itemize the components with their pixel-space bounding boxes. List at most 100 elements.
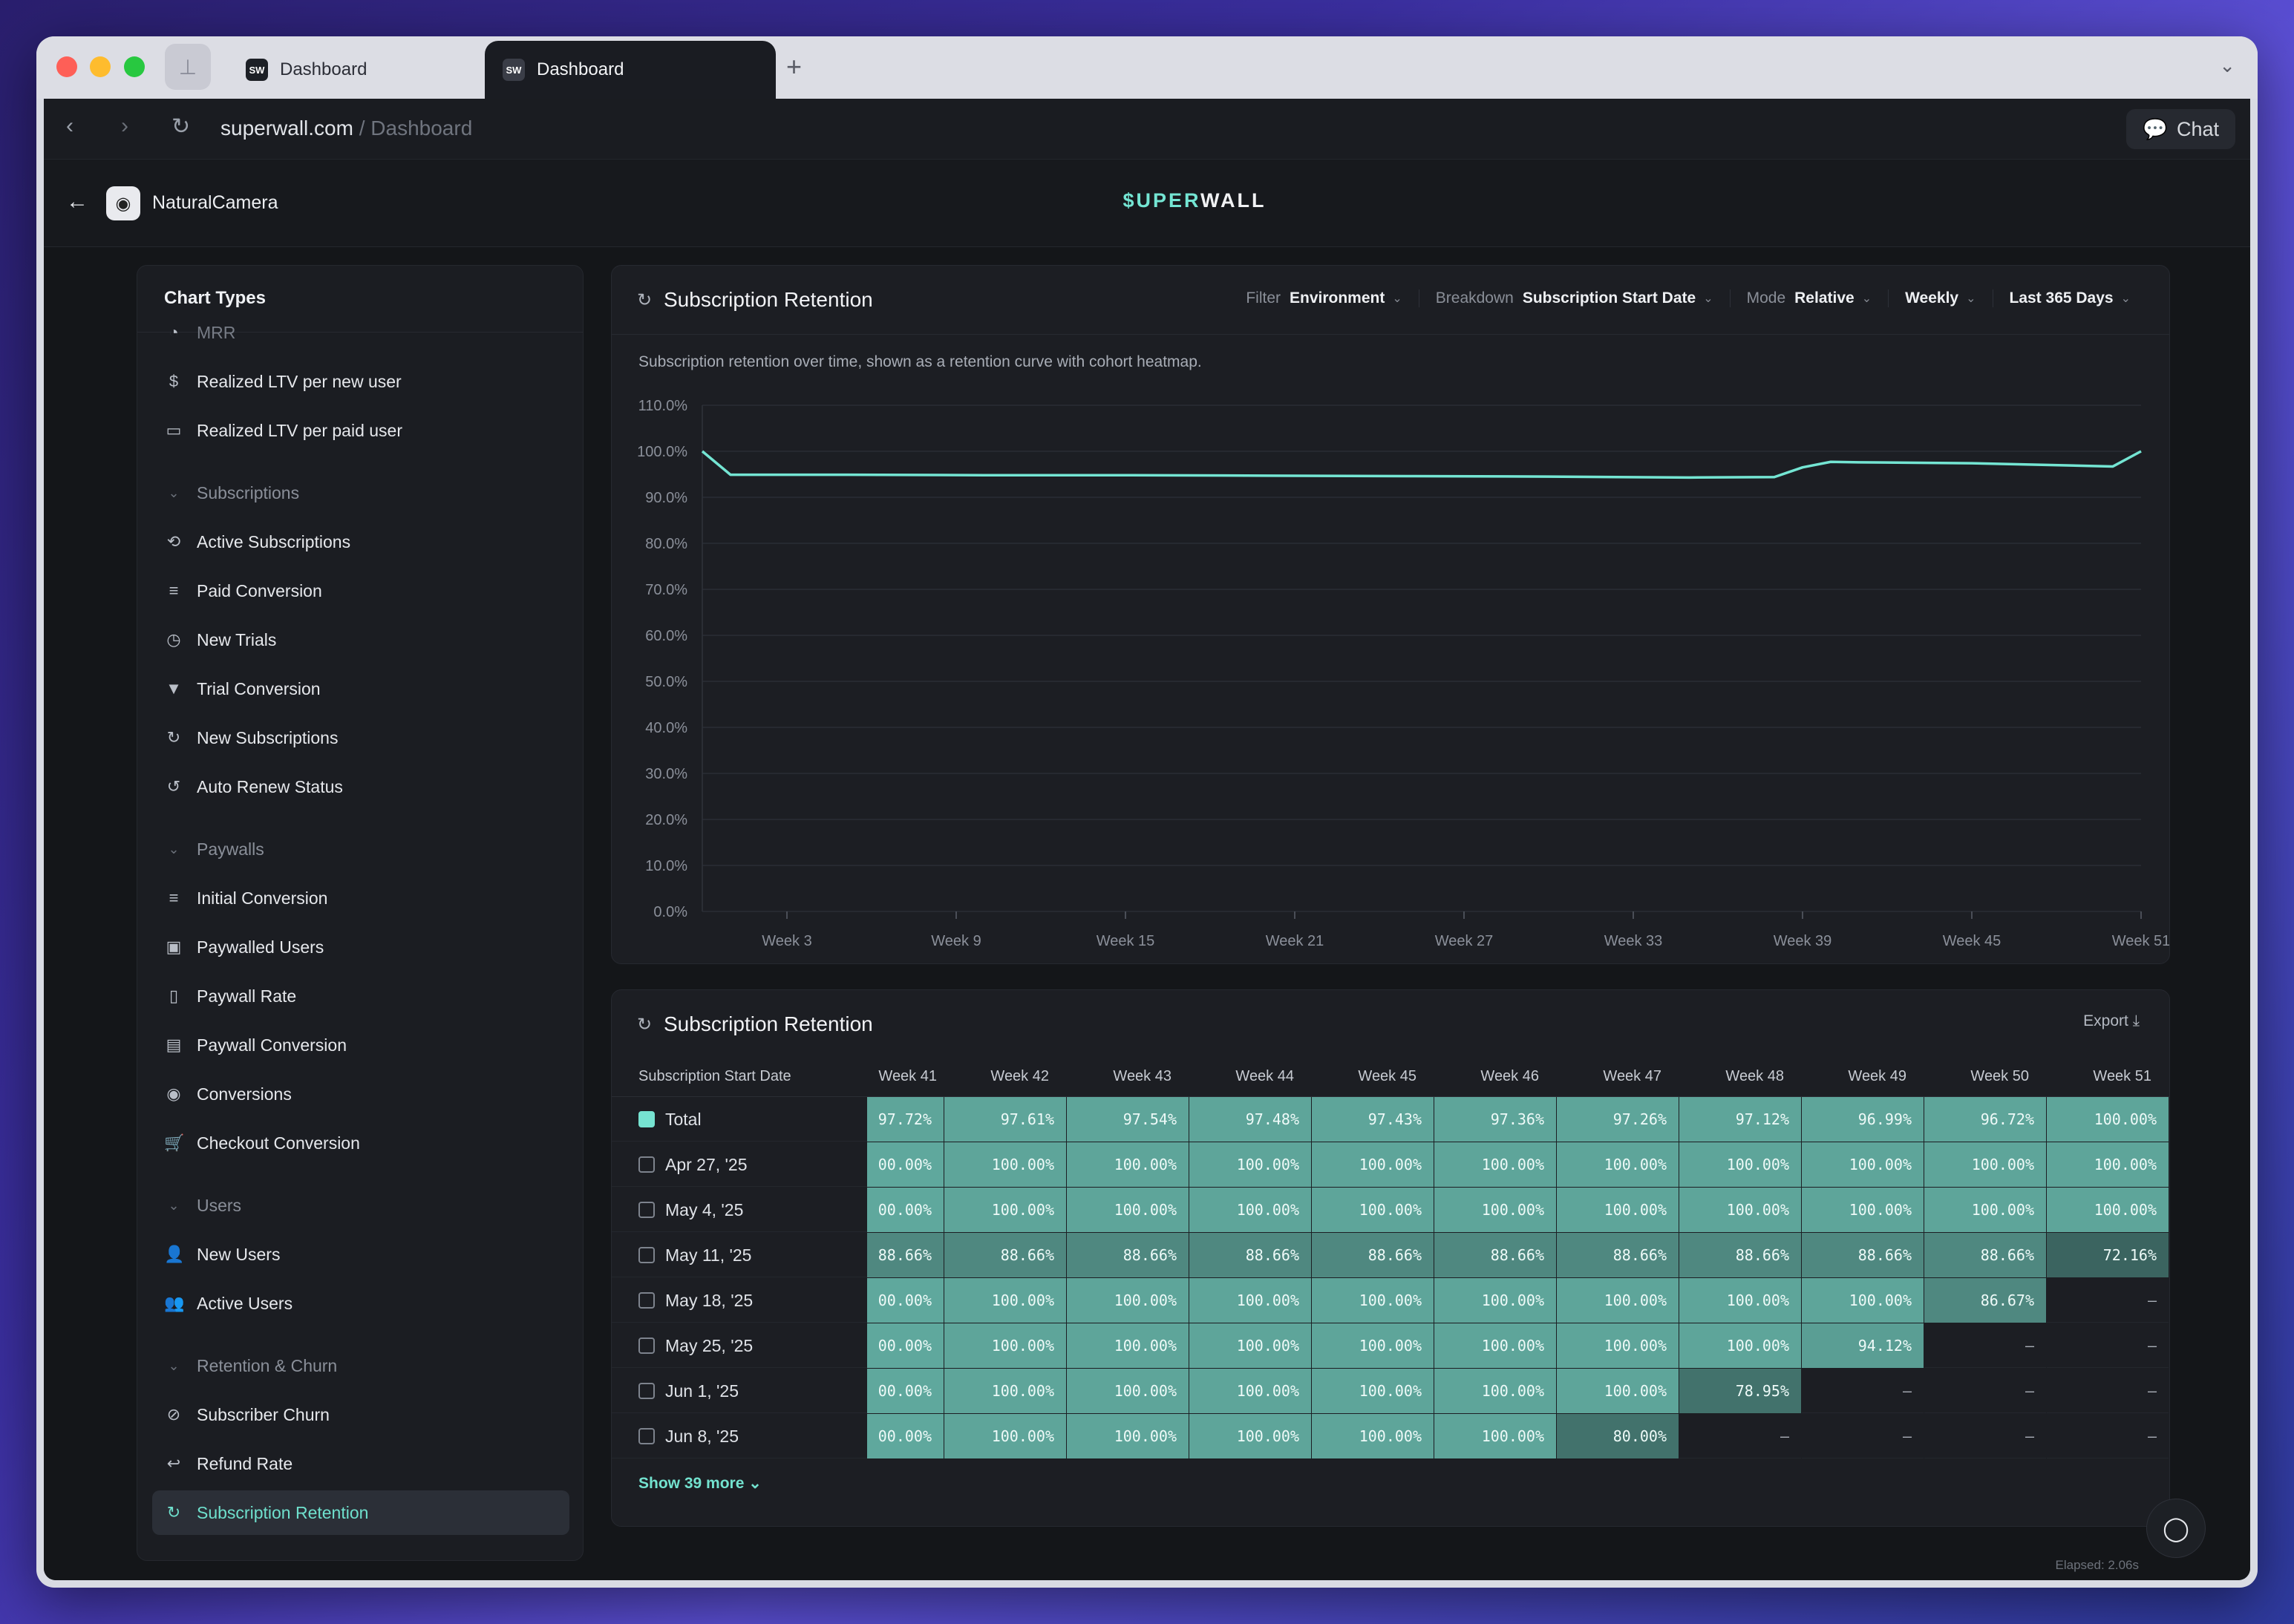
browser-tab[interactable]: SW Dashboard	[228, 41, 517, 99]
cohort-label[interactable]: May 11, '25	[638, 1233, 751, 1277]
column-header[interactable]: Week 43	[1113, 1067, 1171, 1084]
heatmap-cell: 97.54%	[1067, 1097, 1189, 1142]
url-field[interactable]: superwall.com / Dashboard	[220, 117, 472, 140]
column-header[interactable]: Week 45	[1358, 1067, 1416, 1084]
sidebar-item-active-users[interactable]: 👥 Active Users	[152, 1281, 569, 1326]
chat-label: Chat	[2176, 117, 2219, 140]
sidebar-item-mrr[interactable]: ◔ MRR	[152, 310, 569, 355]
filter-dropdown[interactable]: Filter Environment ⌄	[1229, 289, 1418, 307]
sidebar-item-label: Retention & Churn	[197, 1355, 338, 1375]
cohort-label[interactable]: Total	[638, 1097, 702, 1142]
row-checkbox[interactable]	[638, 1247, 655, 1263]
column-header[interactable]: Week 41	[878, 1067, 937, 1084]
x-tick-label: Week 21	[1266, 933, 1324, 949]
column-header[interactable]: Week 46	[1480, 1067, 1539, 1084]
sidebar-item-paywalled-users[interactable]: ▣ Paywalled Users	[152, 925, 569, 969]
browser-tab-active[interactable]: SW Dashboard	[485, 41, 776, 99]
heatmap-cell: 88.66%	[1802, 1233, 1924, 1277]
column-header[interactable]: Week 47	[1603, 1067, 1661, 1084]
row-checkbox[interactable]	[638, 1111, 655, 1127]
download-icon: ⤓	[2132, 1012, 2140, 1029]
sidebar-item-label: Active Subscriptions	[197, 531, 351, 551]
sidebar-item-new-trials[interactable]: ◷ New Trials	[152, 618, 569, 662]
column-header[interactable]: Week 50	[1970, 1067, 2029, 1084]
sidebar-item-realized-ltv-per-paid-user[interactable]: ▭ Realized LTV per paid user	[152, 408, 569, 453]
timer-icon: ◷	[166, 630, 181, 649]
chevron-down-icon: ⌄	[168, 1358, 180, 1373]
mode-dropdown[interactable]: Mode Relative ⌄	[1729, 289, 1888, 307]
cohort-label[interactable]: Apr 27, '25	[638, 1142, 748, 1187]
sidebar-item-refund-rate[interactable]: ↩ Refund Rate	[152, 1441, 569, 1486]
column-header[interactable]: Week 48	[1725, 1067, 1784, 1084]
forward-icon[interactable]: ›	[121, 114, 128, 138]
date-range-dropdown[interactable]: Last 365 Days ⌄	[1992, 289, 2148, 307]
minimize-window-button[interactable]	[90, 56, 111, 77]
heatmap-cell: 100.00%	[2047, 1097, 2169, 1142]
sidebar-item-paywall-rate[interactable]: ▯ Paywall Rate	[152, 974, 569, 1018]
heatmap-cell: 88.66%	[1189, 1233, 1312, 1277]
cohort-label[interactable]: Jun 8, '25	[638, 1414, 739, 1458]
sidebar-item-active-subscriptions[interactable]: ⟲ Active Subscriptions	[152, 520, 569, 564]
column-header[interactable]: Week 42	[990, 1067, 1049, 1084]
column-header[interactable]: Week 51	[2093, 1067, 2151, 1084]
interval-dropdown[interactable]: Weekly ⌄	[1888, 289, 1992, 307]
cohort-label-text: May 25, '25	[665, 1335, 754, 1355]
cohort-label[interactable]: May 4, '25	[638, 1188, 743, 1232]
show-more-button[interactable]: Show 39 more ⌄	[638, 1474, 762, 1493]
heatmap-cell: 100.00%	[1067, 1369, 1189, 1413]
sidebar-group-paywalls[interactable]: ⌄ Paywalls	[152, 827, 569, 871]
sidebar-item-subscription-retention[interactable]: ↻ Subscription Retention	[152, 1490, 569, 1535]
cohort-label[interactable]: May 18, '25	[638, 1278, 753, 1323]
heatmap-cell: 96.72%	[1924, 1097, 2047, 1142]
sidebar-item-initial-conversion[interactable]: ≡ Initial Conversion	[152, 876, 569, 920]
column-header[interactable]: Week 44	[1235, 1067, 1294, 1084]
sidebar-item-paid-conversion[interactable]: ≡ Paid Conversion	[152, 569, 569, 613]
sidebar-item-realized-ltv-per-new-user[interactable]: $ Realized LTV per new user	[152, 359, 569, 404]
row-checkbox[interactable]	[638, 1156, 655, 1173]
cohort-label[interactable]: Jun 1, '25	[638, 1369, 739, 1413]
column-header[interactable]: Subscription Start Date	[638, 1067, 791, 1084]
heatmap-cell: 78.95%	[1679, 1369, 1802, 1413]
breakdown-value: Subscription Start Date	[1522, 289, 1696, 307]
heatmap-cell: 97.61%	[944, 1097, 1067, 1142]
sidebar-item-new-users[interactable]: 👤 New Users	[152, 1232, 569, 1277]
cohort-label[interactable]: May 25, '25	[638, 1323, 753, 1368]
reload-icon[interactable]: ↻	[171, 114, 191, 139]
row-checkbox[interactable]	[638, 1292, 655, 1309]
x-tick-label: Week 9	[931, 933, 981, 949]
pin-icon[interactable]: ⊥	[165, 44, 211, 90]
sidebar-item-subscriber-churn[interactable]: ⊘ Subscriber Churn	[152, 1392, 569, 1437]
row-checkbox[interactable]	[638, 1428, 655, 1444]
sidebar-item-conversions[interactable]: ◉ Conversions	[152, 1072, 569, 1116]
chat-button[interactable]: 💬 Chat	[2126, 109, 2235, 149]
sidebar-item-trial-conversion[interactable]: ▼ Trial Conversion	[152, 667, 569, 711]
sidebar-group-retention-churn[interactable]: ⌄ Retention & Churn	[152, 1343, 569, 1388]
chevron-down-icon: ⌄	[748, 1475, 762, 1492]
chevron-down-icon: ⌄	[168, 485, 180, 500]
sidebar-group-subscriptions[interactable]: ⌄ Subscriptions	[152, 471, 569, 515]
sidebar-item-new-subscriptions[interactable]: ↻ New Subscriptions	[152, 716, 569, 760]
chevron-down-icon[interactable]: ⌄	[2219, 54, 2235, 76]
row-checkbox[interactable]	[638, 1383, 655, 1399]
maximize-window-button[interactable]	[124, 56, 145, 77]
export-button[interactable]: Export ⤓	[2083, 1012, 2140, 1030]
divider	[612, 334, 2169, 335]
sidebar-item-paywall-conversion[interactable]: ▤ Paywall Conversion	[152, 1023, 569, 1067]
cycle-icon: ⟲	[166, 532, 181, 551]
heatmap-cell: 100.00%	[1067, 1278, 1189, 1323]
chat-bubble-icon[interactable]: ◯	[2146, 1499, 2206, 1558]
row-checkbox[interactable]	[638, 1202, 655, 1218]
y-tick-label: 80.0%	[645, 536, 687, 552]
column-header[interactable]: Week 49	[1848, 1067, 1906, 1084]
heatmap-cell: –	[2047, 1414, 2169, 1458]
back-icon[interactable]: ‹	[66, 114, 73, 138]
back-arrow-icon[interactable]: ←	[66, 189, 88, 214]
close-window-button[interactable]	[56, 56, 77, 77]
sidebar-item-auto-renew-status[interactable]: ↺ Auto Renew Status	[152, 764, 569, 809]
row-checkbox[interactable]	[638, 1337, 655, 1354]
heatmap-cell: 100.00%	[1434, 1323, 1557, 1368]
new-tab-plus-icon[interactable]: +	[786, 51, 803, 82]
sidebar-group-users[interactable]: ⌄ Users	[152, 1183, 569, 1228]
sidebar-item-checkout-conversion[interactable]: 🛒 Checkout Conversion	[152, 1121, 569, 1165]
breakdown-dropdown[interactable]: Breakdown Subscription Start Date ⌄	[1418, 289, 1730, 307]
